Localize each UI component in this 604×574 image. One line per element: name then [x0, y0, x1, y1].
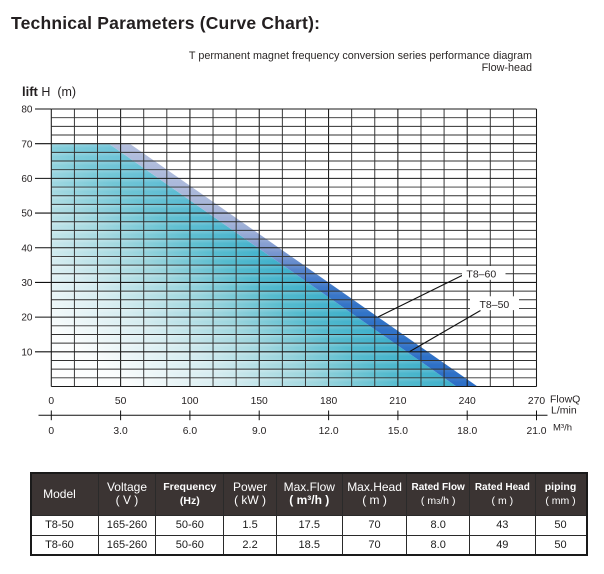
svg-text:60: 60 — [21, 174, 33, 185]
svg-text:80: 80 — [21, 105, 33, 116]
svg-text:18.0: 18.0 — [457, 426, 477, 437]
svg-text:21.0: 21.0 — [526, 426, 546, 437]
svg-text:180: 180 — [320, 396, 337, 407]
svg-text:0: 0 — [48, 396, 54, 407]
svg-text:15.0: 15.0 — [388, 426, 408, 437]
svg-text:L/min: L/min — [551, 405, 577, 417]
svg-text:270: 270 — [528, 396, 545, 407]
svg-text:3.0: 3.0 — [113, 426, 128, 437]
svg-text:10: 10 — [21, 347, 33, 358]
svg-text:6.0: 6.0 — [183, 426, 198, 437]
svg-text:0: 0 — [48, 426, 54, 437]
svg-text:M³/h: M³/h — [553, 423, 572, 434]
svg-text:20: 20 — [21, 313, 33, 324]
svg-text:50: 50 — [21, 209, 33, 220]
svg-text:T8–50: T8–50 — [480, 299, 510, 311]
svg-text:240: 240 — [459, 396, 476, 407]
svg-text:100: 100 — [181, 396, 198, 407]
svg-text:T8–60: T8–60 — [466, 268, 496, 280]
svg-text:40: 40 — [21, 243, 33, 254]
svg-text:9.0: 9.0 — [252, 426, 267, 437]
svg-text:70: 70 — [21, 139, 33, 150]
svg-text:50: 50 — [115, 396, 127, 407]
svg-text:30: 30 — [21, 278, 33, 289]
svg-text:150: 150 — [251, 396, 268, 407]
svg-text:FlowQ: FlowQ — [550, 394, 580, 406]
svg-text:12.0: 12.0 — [319, 426, 339, 437]
svg-text:210: 210 — [389, 396, 406, 407]
